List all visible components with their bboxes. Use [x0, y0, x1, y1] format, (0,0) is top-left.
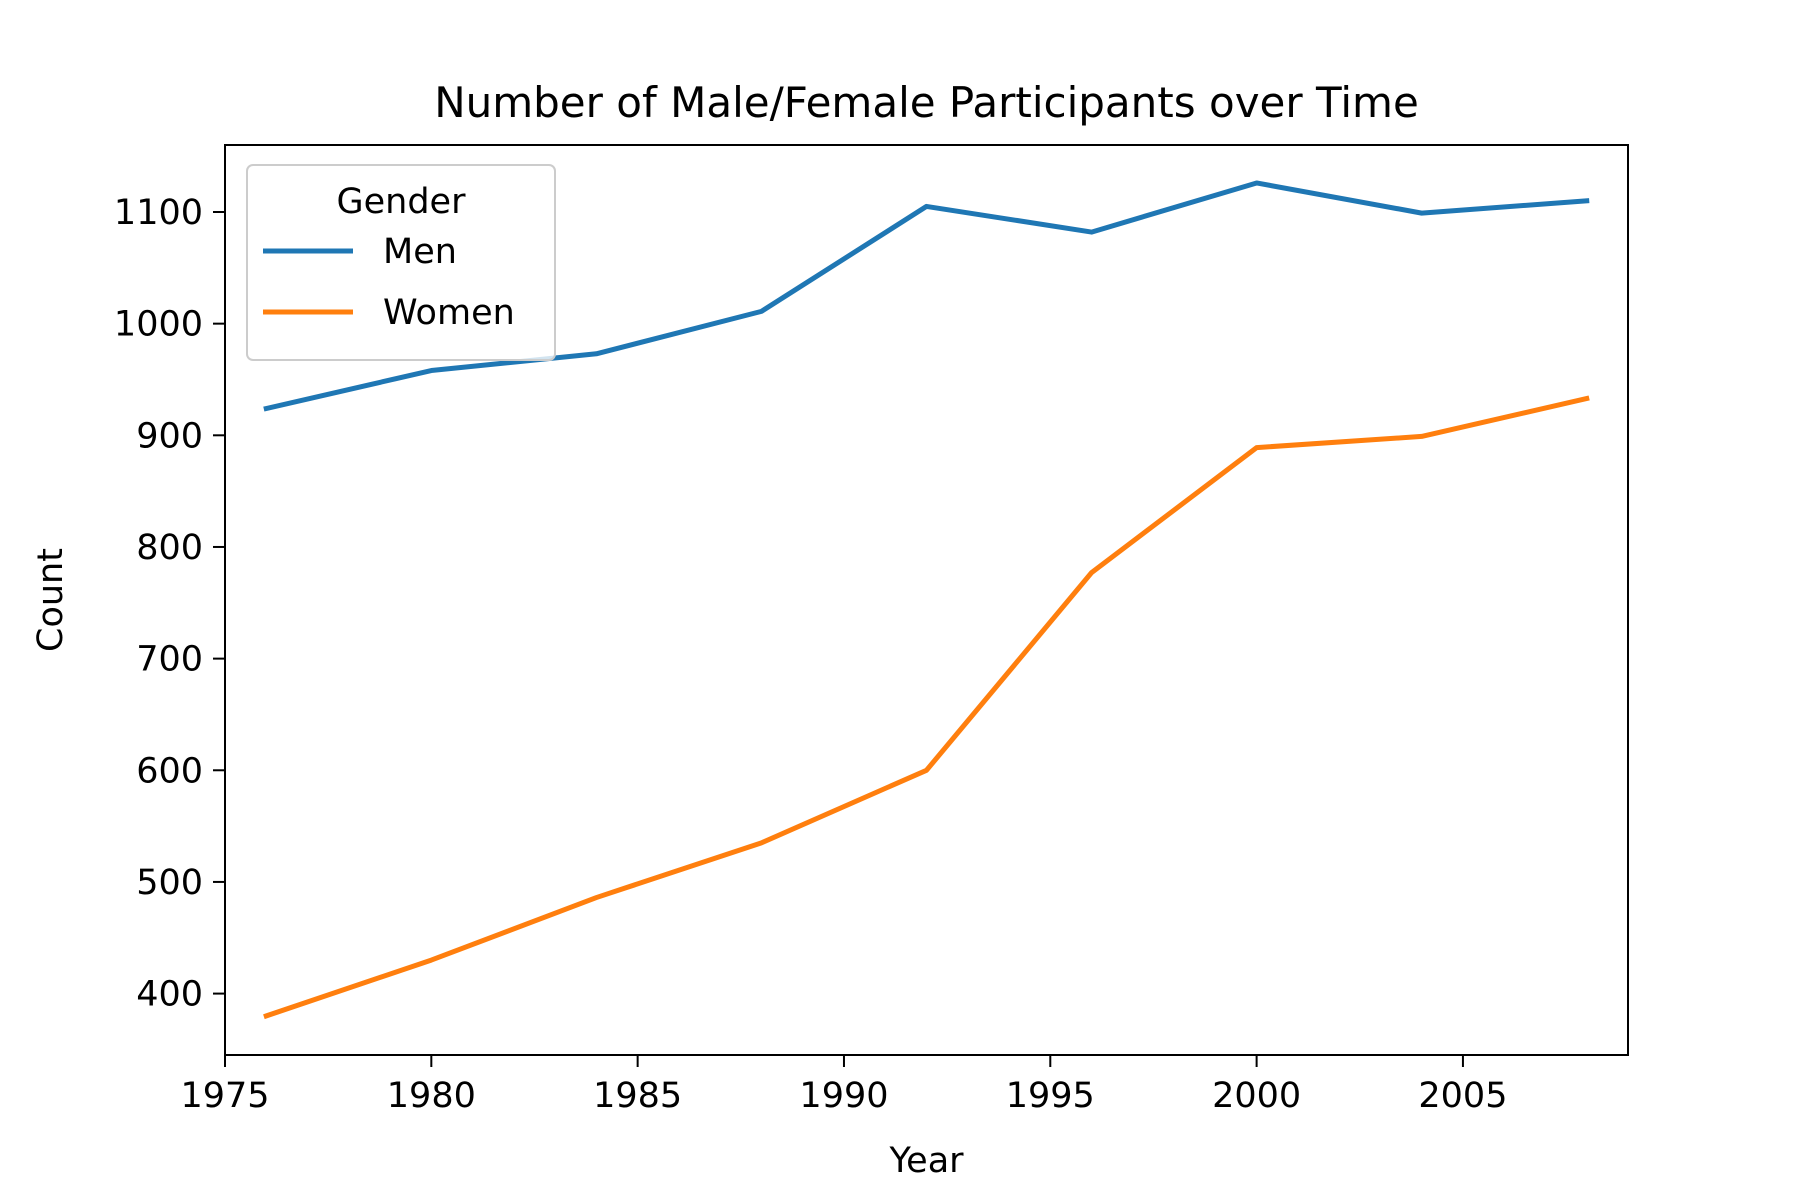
chart-title: Number of Male/Female Participants over … [434, 78, 1419, 127]
x-tick-label: 1980 [387, 1076, 476, 1116]
plot-frame [224, 144, 1629, 1056]
y-tick-label: 800 [136, 528, 203, 568]
y-tick-label: 400 [136, 975, 203, 1015]
x-tick-label: 1975 [180, 1076, 269, 1116]
y-axis: 400 500 600 700 800 900 1000 1100 [114, 193, 225, 1015]
y-tick-label: 700 [136, 640, 203, 680]
y-tick-label: 500 [136, 863, 203, 903]
legend-title: Gender [337, 182, 467, 222]
x-tick-label: 1995 [1006, 1076, 1095, 1116]
y-tick-label: 600 [136, 751, 203, 791]
x-tick-label: 2000 [1212, 1076, 1301, 1116]
x-axis-title: Year [888, 1141, 964, 1181]
y-tick-label: 900 [136, 416, 203, 456]
legend-label-women: Women [383, 293, 515, 333]
legend-label-men: Men [383, 232, 457, 272]
plot-area [224, 144, 1629, 1056]
y-axis-title: Count [31, 548, 71, 652]
x-tick-label: 1985 [593, 1076, 682, 1116]
series-line-women [263, 395, 1590, 1020]
legend: Gender Men Women [246, 164, 556, 361]
x-axis: 1975 1980 1985 1990 1995 2000 2005 [180, 1055, 1507, 1116]
y-tick-label: 1000 [114, 305, 203, 345]
series-layer [263, 180, 1590, 1020]
x-tick-label: 2005 [1418, 1076, 1507, 1116]
series-line-men [263, 180, 1590, 412]
legend-entries: Men Women [263, 232, 515, 333]
y-tick-label: 1100 [114, 193, 203, 233]
x-tick-label: 1990 [799, 1076, 888, 1116]
